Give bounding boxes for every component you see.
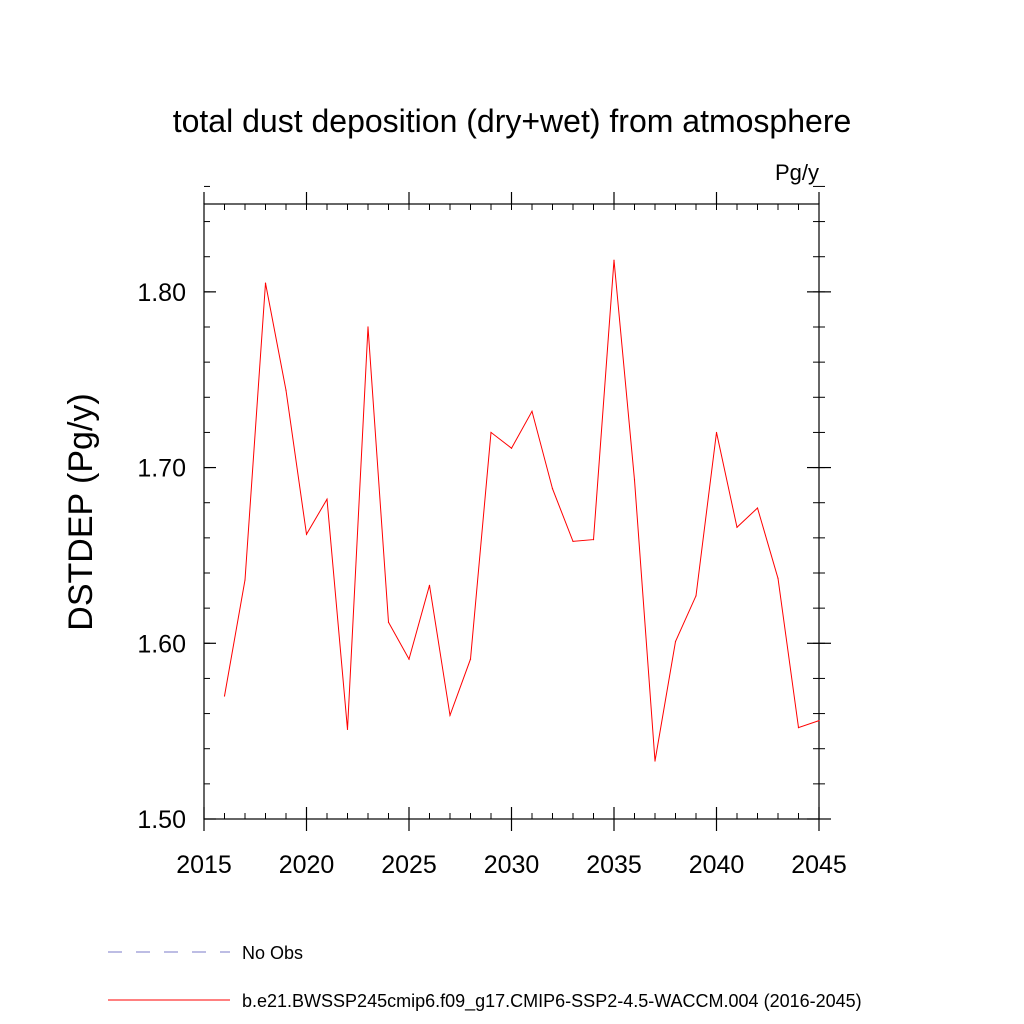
data-point xyxy=(736,526,738,528)
x-tick-label: 2035 xyxy=(586,851,642,879)
data-point xyxy=(305,533,308,535)
x-tick-label: 2015 xyxy=(176,851,232,879)
x-tick-label: 2025 xyxy=(381,851,437,879)
data-point xyxy=(346,728,349,730)
y-tick-label: 1.70 xyxy=(137,455,186,483)
x-tick-label: 2045 xyxy=(791,851,847,879)
chart-title: total dust deposition (dry+wet) from atm… xyxy=(173,103,852,139)
data-point xyxy=(490,431,492,434)
x-tick-label: 2030 xyxy=(484,851,540,879)
data-point xyxy=(613,259,615,261)
data-point xyxy=(223,695,226,697)
data-point xyxy=(654,760,656,762)
data-point xyxy=(469,658,472,660)
data-point xyxy=(818,720,820,722)
y-tick-label: 1.60 xyxy=(137,630,186,658)
y-tick-label: 1.50 xyxy=(137,806,186,834)
plot-border xyxy=(203,203,820,820)
data-point xyxy=(633,479,636,481)
data-point xyxy=(387,621,390,623)
data-point xyxy=(264,282,267,284)
data-point xyxy=(531,410,533,412)
data-point xyxy=(777,577,779,579)
series-layer xyxy=(223,259,820,762)
data-point xyxy=(244,579,246,581)
data-point xyxy=(326,498,328,500)
legend-label: No Obs xyxy=(242,943,303,963)
x-tick-label: 2040 xyxy=(689,851,745,879)
legend-label: b.e21.BWSSP245cmip6.f09_g17.CMIP6-SSP2-4… xyxy=(242,991,862,1012)
data-point xyxy=(408,658,410,660)
data-point xyxy=(510,447,513,449)
plot-frame xyxy=(203,203,820,820)
data-point xyxy=(449,714,451,716)
data-point xyxy=(285,389,287,391)
data-point xyxy=(756,507,759,509)
data-point xyxy=(695,595,697,597)
y-axis-label: DSTDEP (Pg/y) xyxy=(62,393,100,630)
data-point xyxy=(715,431,718,434)
data-point xyxy=(367,326,369,328)
y-tick-label: 1.80 xyxy=(137,279,186,307)
legend: No Obs b.e21.BWSSP245cmip6.f09_g17.CMIP6-… xyxy=(108,943,862,1012)
data-point xyxy=(572,540,574,542)
data-point xyxy=(592,539,595,541)
data-point xyxy=(797,727,800,729)
series-line xyxy=(224,260,820,762)
units-label: Pg/y xyxy=(775,160,819,185)
axis-ticks: 1.50 1.60 1.70 1.80 2015 2020 2025 2030 2035 2040… xyxy=(137,185,847,879)
data-point xyxy=(674,640,677,643)
data-point xyxy=(551,488,554,490)
x-tick-label: 2020 xyxy=(279,851,335,879)
data-point xyxy=(428,584,431,586)
